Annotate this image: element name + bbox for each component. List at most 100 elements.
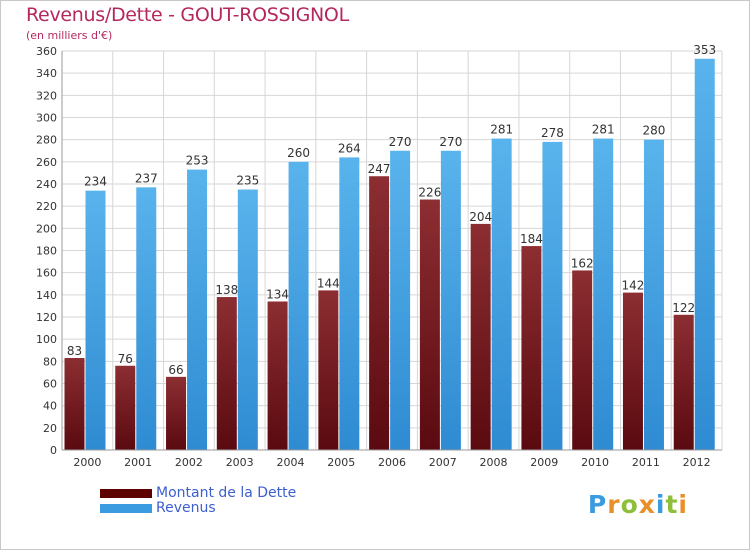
logo-letter: o [620, 490, 639, 519]
x-tick-label: 2003 [226, 456, 254, 469]
labels-layer: 83 234 76 237 66 253 138 235 134 260 144 264 247 270 2… [67, 43, 716, 377]
x-tick-label: 2008 [480, 456, 508, 469]
y-tick-label: 260 [36, 156, 57, 169]
logo-letter: t [665, 490, 679, 519]
y-tick-label: 100 [36, 333, 57, 346]
y-tick-label: 80 [43, 355, 57, 368]
y-tick-label: 320 [36, 89, 57, 102]
y-tick-label: 220 [36, 200, 57, 213]
bar-debt [318, 290, 339, 450]
y-tick-label: 240 [36, 178, 57, 191]
y-tick-label: 360 [36, 45, 57, 58]
legend-label-debt: Montant de la Dette [156, 485, 297, 501]
bar-revenue [339, 157, 360, 450]
y-tick-label: 60 [43, 378, 57, 391]
bar-revenue [237, 189, 258, 450]
x-tick-label: 2010 [581, 456, 609, 469]
logo-letter: i [678, 490, 688, 519]
bar-debt [521, 246, 542, 450]
y-tick-label: 20 [43, 422, 57, 435]
data-label-debt: 66 [168, 363, 183, 377]
logo-letter: r [607, 490, 621, 519]
logo-letter: x [638, 490, 656, 519]
data-label-revenue: 237 [135, 171, 158, 185]
bar-revenue [593, 138, 614, 450]
bar-debt [369, 176, 390, 450]
y-tick-label: 0 [50, 444, 57, 457]
bar-debt [419, 199, 440, 450]
bar-revenue [288, 161, 309, 451]
x-tick-label: 2000 [73, 456, 101, 469]
logo-letter: i [655, 490, 666, 519]
legend-item-revenue: Revenus [100, 501, 296, 516]
bar-debt [673, 314, 694, 450]
data-label-debt: 76 [118, 352, 133, 366]
data-label-debt: 122 [672, 301, 695, 315]
bar-revenue [643, 139, 664, 450]
x-tick-label: 2006 [378, 456, 406, 469]
bar-revenue [542, 141, 563, 450]
bar-debt [470, 223, 491, 450]
y-tick-label: 160 [36, 267, 57, 280]
y-tick-label: 140 [36, 289, 57, 302]
logo-letter: P [587, 490, 608, 519]
x-tick-label: 2002 [175, 456, 203, 469]
legend: Montant de la Dette Revenus [100, 486, 296, 516]
chart-subtitle: (en milliers d'€) [26, 29, 113, 42]
y-tick-label: 180 [36, 245, 57, 258]
x-tick-label: 2001 [124, 456, 152, 469]
bar-revenue [694, 58, 715, 451]
bar-debt [64, 358, 85, 450]
data-label-debt: 142 [622, 279, 645, 293]
data-label-revenue: 264 [338, 141, 361, 155]
data-label-revenue: 281 [490, 123, 513, 137]
data-label-debt: 83 [67, 344, 82, 358]
y-tick-label: 340 [36, 67, 57, 80]
x-tick-label: 2004 [276, 456, 304, 469]
axis-layer: 0 20 40 60 80 100 120 140 160 180 200 220 240 260 280 3… [36, 45, 722, 469]
data-label-revenue: 270 [439, 135, 462, 149]
chart-title: Revenus/Dette - GOUT-ROSSIGNOL [26, 4, 349, 26]
y-tick-label: 40 [43, 400, 57, 413]
data-label-revenue: 278 [541, 126, 564, 140]
data-label-debt: 204 [469, 210, 492, 224]
data-label-revenue: 253 [186, 154, 209, 168]
bar-revenue [85, 190, 106, 450]
data-label-debt: 138 [215, 283, 238, 297]
legend-item-debt: Montant de la Dette [100, 486, 296, 501]
data-label-revenue: 281 [592, 123, 615, 137]
x-tick-label: 2007 [429, 456, 457, 469]
bar-debt [572, 270, 593, 450]
bars-layer [64, 58, 715, 451]
bar-revenue [390, 150, 411, 450]
bar-debt [166, 376, 187, 450]
bar-revenue [136, 187, 157, 450]
data-label-debt: 144 [317, 276, 340, 290]
data-label-revenue: 280 [643, 124, 666, 138]
y-tick-label: 200 [36, 222, 57, 235]
data-label-debt: 134 [266, 287, 289, 301]
x-tick-label: 2009 [530, 456, 558, 469]
data-label-debt: 247 [368, 162, 391, 176]
bar-revenue [187, 169, 208, 450]
y-tick-label: 120 [36, 311, 57, 324]
x-tick-label: 2005 [327, 456, 355, 469]
data-label-debt: 226 [418, 186, 441, 200]
x-tick-label: 2012 [683, 456, 711, 469]
data-label-revenue: 235 [236, 174, 259, 188]
bar-debt [267, 301, 288, 450]
y-tick-label: 300 [36, 112, 57, 125]
data-label-revenue: 234 [84, 175, 107, 189]
data-label-revenue: 260 [287, 146, 310, 160]
data-label-revenue: 270 [389, 135, 412, 149]
legend-label-revenue: Revenus [156, 500, 216, 516]
y-tick-label: 280 [36, 134, 57, 147]
data-label-debt: 184 [520, 232, 543, 246]
legend-swatch-debt [100, 489, 152, 498]
bar-revenue [440, 150, 461, 450]
x-tick-label: 2011 [632, 456, 660, 469]
legend-swatch-revenue [100, 504, 152, 513]
data-label-revenue: 353 [693, 43, 716, 57]
bar-debt [216, 297, 237, 450]
